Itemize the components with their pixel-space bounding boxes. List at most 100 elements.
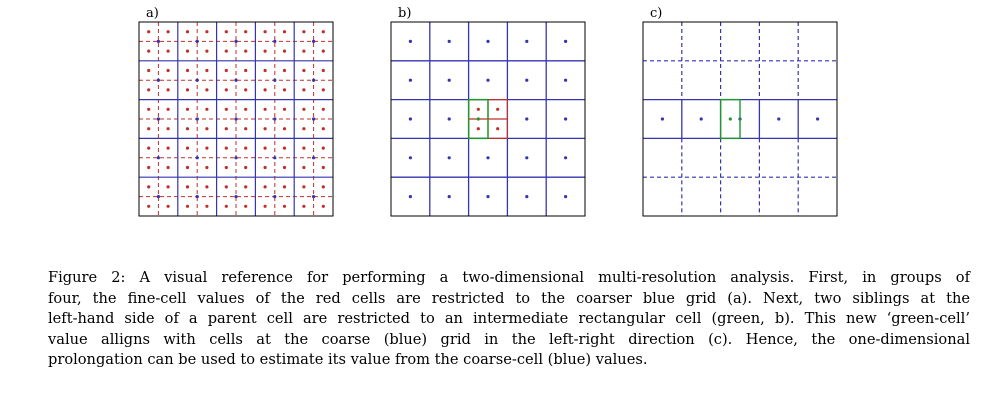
fine-cell-center-dot — [302, 165, 306, 170]
fine-cell-center-dot — [263, 127, 267, 131]
fine-cell-center-dot — [205, 68, 209, 73]
coarse-cell-center-dot — [447, 195, 451, 199]
coarse-cell-center-dot — [525, 78, 529, 82]
figure-diagram — [138, 21, 838, 217]
fine-cell-center-dot — [185, 165, 190, 170]
fine-cell-center-dot — [166, 146, 170, 150]
coarse-cell-center-dot — [447, 156, 451, 160]
coarse-cell-center-dot — [234, 78, 238, 82]
coarse-cell-center-dot — [486, 39, 490, 44]
fine-cell-center-dot — [185, 30, 190, 34]
fine-cell-center-dot — [282, 68, 287, 73]
green-cell-center-dot — [728, 117, 732, 121]
fine-cell-center-dot — [302, 49, 306, 53]
fine-cell-center-dot — [147, 185, 151, 189]
fine-cell-center-dot — [224, 88, 228, 92]
panel-frame — [390, 21, 586, 217]
coarse-cell-center-dot — [234, 39, 238, 44]
fine-cell-center-dot — [244, 204, 248, 208]
panel-frame — [642, 21, 838, 217]
coarse-cell-center-dot — [312, 39, 316, 44]
fine-cell-center-dot — [302, 146, 306, 150]
fine-cell-center-dot — [321, 165, 325, 170]
fine-cell-center-dot — [282, 165, 287, 170]
coarse-cell-center-dot — [447, 39, 451, 44]
fine-cell-center-dot — [263, 185, 267, 189]
fine-cell-center-dot — [147, 165, 151, 170]
fine-cell-center-dot — [263, 204, 267, 208]
fine-cell-center-dot — [205, 185, 209, 189]
coarse-cell-center-dot — [447, 78, 451, 82]
panel-label-a: a) — [146, 6, 159, 21]
fine-cell-center-dot — [185, 88, 190, 92]
fine-cell-center-dot — [476, 127, 480, 131]
fine-cell-center-dot — [147, 146, 151, 150]
coarse-cell-center-dot — [564, 156, 568, 160]
green-intermediate-cell — [719, 98, 741, 140]
coarse-cell-center-dot — [525, 117, 529, 121]
green-intermediate-cell — [467, 98, 489, 140]
coarse-cell-center-dot — [486, 78, 490, 82]
coarse-cell-center-dot — [234, 195, 238, 199]
coarse-cell-center-dot — [408, 156, 412, 160]
fine-cell-center-dot — [185, 107, 190, 111]
fine-cell-center-dot — [205, 30, 209, 34]
coarse-cell-center-dot — [195, 39, 199, 44]
caption-line-1: Figure 2: A visual reference for perform… — [48, 269, 970, 286]
fine-cell-center-dot — [321, 204, 325, 208]
fine-cell-center-dot — [263, 30, 267, 34]
fine-cell-center-dot — [321, 68, 325, 73]
fine-cell-center-dot — [282, 127, 287, 131]
fine-cell-center-dot — [282, 146, 287, 150]
fine-cell-center-dot — [302, 107, 306, 111]
coarse-cell-center-dot — [156, 117, 160, 121]
coarse-cell-center-dot — [408, 78, 412, 82]
coarse-cell-center-dot — [408, 195, 412, 199]
fine-cell-center-dot — [244, 107, 248, 111]
coarse-cell-center-dot — [195, 78, 199, 82]
fine-cell-center-dot — [185, 185, 190, 189]
fine-cell-center-dot — [263, 165, 267, 170]
fine-cell-center-dot — [224, 185, 228, 189]
coarse-cell-center-dot — [699, 117, 703, 121]
fine-cell-center-dot — [224, 30, 228, 34]
fine-cell-center-dot — [244, 88, 248, 92]
fine-cell-center-dot — [166, 107, 170, 111]
fine-cell-center-dot — [244, 165, 248, 170]
fine-cell-center-dot — [205, 204, 209, 208]
panel-c-grid — [642, 21, 838, 217]
coarse-cell-center-dot — [525, 195, 529, 199]
fine-cell-center-dot — [147, 107, 151, 111]
fine-cell-center-dot — [302, 88, 306, 92]
fine-cell-center-dot — [224, 127, 228, 131]
caption-line-4: value alligns with cells at the coarse (… — [48, 330, 970, 348]
coarse-cell-center-dot — [156, 39, 160, 44]
coarse-cell-center-dot — [525, 156, 529, 160]
panel-label-b: b) — [398, 6, 412, 21]
fine-cell-center-dot — [282, 88, 287, 92]
fine-cell-center-dot — [147, 127, 151, 131]
fine-cell-center-dot — [224, 165, 228, 170]
fine-cell-center-dot — [166, 204, 170, 208]
fine-cell-center-dot — [244, 185, 248, 189]
panel-frame — [138, 21, 334, 217]
fine-cell-center-dot — [263, 68, 267, 73]
fine-cell-center-dot — [244, 127, 248, 131]
coarse-cell-center-dot — [195, 195, 199, 199]
fine-cell-center-dot — [224, 204, 228, 208]
fine-cell-center-dot — [185, 68, 190, 73]
fine-cell-center-dot — [224, 49, 228, 53]
fine-cell-center-dot — [205, 127, 209, 131]
coarse-cell-center-dot — [312, 156, 316, 160]
fine-cell-center-dot — [166, 68, 170, 73]
fine-cell-center-dot — [166, 88, 170, 92]
fine-cell-center-dot — [224, 68, 228, 73]
coarse-cell-center-dot — [564, 39, 568, 44]
fine-cell-center-dot — [321, 30, 325, 34]
coarse-cell-center-dot — [660, 117, 665, 121]
coarse-cell-center-dot — [312, 117, 316, 121]
coarse-cell-center-dot — [486, 195, 490, 199]
coarse-cell-center-dot — [312, 195, 316, 199]
fine-cell-center-dot — [244, 146, 248, 150]
fine-cell-center-dot — [282, 30, 287, 34]
